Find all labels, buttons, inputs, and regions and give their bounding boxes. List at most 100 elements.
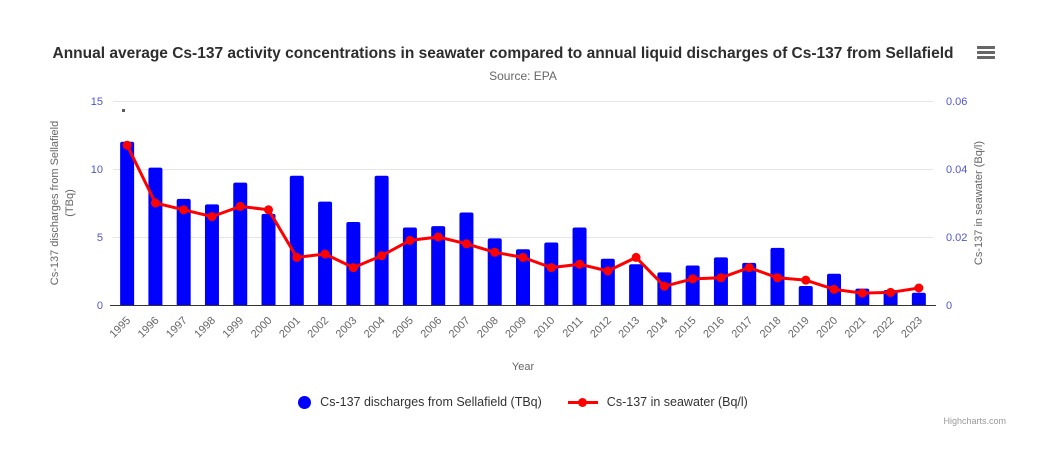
point-1996[interactable] [150,198,160,208]
y-right-tick-0: 0 [946,300,952,312]
bar-1996[interactable] [148,167,163,305]
y-axis-left-title-line2: (TBq) [64,189,76,217]
hamburger-bar [977,56,995,59]
point-2020[interactable] [829,284,839,294]
point-2010[interactable] [546,263,556,273]
point-1999[interactable] [235,201,245,211]
bar-2017[interactable] [742,262,757,305]
point-2012[interactable] [603,266,613,276]
bar-series [120,141,926,305]
point-2008[interactable] [490,247,500,257]
point-1997[interactable] [179,205,189,215]
point-2011[interactable] [575,259,585,269]
point-2002[interactable] [320,249,330,259]
x-label-1995: 1995 [107,315,133,341]
x-label-2013: 2013 [616,315,642,341]
x-label-2000: 2000 [249,315,275,341]
bar-2005[interactable] [402,227,417,305]
point-1995[interactable] [122,140,132,150]
x-label-2004: 2004 [362,315,388,341]
legend-item-seawater[interactable]: Cs-137 in seawater (Bq/l) [567,395,748,409]
blue-circle-marker-icon [298,395,312,409]
x-label-2007: 2007 [447,315,473,341]
x-label-2014: 2014 [645,315,671,341]
gridlines [113,101,933,238]
y-left-tick-10: 10 [91,164,103,176]
x-label-2020: 2020 [814,315,840,341]
bar-2012[interactable] [600,258,615,305]
x-label-2018: 2018 [758,315,784,341]
point-2022[interactable] [886,287,896,297]
x-label-2017: 2017 [730,315,756,341]
bar-2010[interactable] [544,242,559,305]
point-2013[interactable] [631,252,641,262]
bar-1999[interactable] [233,182,248,305]
point-2016[interactable] [716,273,726,283]
point-2009[interactable] [518,252,528,262]
x-label-2009: 2009 [503,315,529,341]
bar-2006[interactable] [431,226,446,305]
line-series [122,140,924,298]
point-2005[interactable] [405,235,415,245]
legend-label-discharges: Cs-137 discharges from Sellafield (TBq) [320,395,542,409]
x-label-2008: 2008 [475,315,501,341]
bar-2019[interactable] [798,285,813,305]
x-label-1996: 1996 [136,315,162,341]
y-left-tick-0: 0 [97,300,103,312]
hamburger-icon[interactable] [977,46,995,59]
x-label-2022: 2022 [871,315,897,341]
y-axis-left-title-line1: Cs-137 discharges from Sellafield [49,121,61,285]
hamburger-bar [977,51,995,54]
x-label-2021: 2021 [843,315,869,341]
x-label-1998: 1998 [192,315,218,341]
bar-2015[interactable] [685,265,700,305]
legend-item-discharges[interactable]: Cs-137 discharges from Sellafield (TBq) [298,395,542,409]
x-axis-labels: 1995 1996 1997 1998 1999 2000 2001 2002 2003 2004… [107,315,925,341]
bar-1997[interactable] [176,198,191,305]
point-2018[interactable] [772,273,782,283]
point-2000[interactable] [264,205,274,215]
y-right-tick-0.04: 0.04 [946,164,967,176]
x-label-2002: 2002 [305,315,331,341]
bar-1995[interactable] [120,141,135,305]
point-2014[interactable] [659,281,669,291]
y-left-tick-5: 5 [97,232,103,244]
y-axis-right-title: Cs-137 in seawater (Bq/l) [973,141,985,265]
point-2003[interactable] [348,263,358,273]
bar-2009[interactable] [516,249,530,305]
bar-2007[interactable] [459,212,474,305]
x-label-2015: 2015 [673,315,699,341]
x-label-2010: 2010 [532,315,558,341]
red-circle-marker [578,397,588,407]
bar-2013[interactable] [629,264,644,305]
x-label-1997: 1997 [164,315,190,341]
y-left-tick-15: 15 [91,96,103,108]
x-label-1999: 1999 [221,315,247,341]
bar-2023[interactable] [911,292,926,305]
point-2021[interactable] [857,288,867,298]
point-2007[interactable] [461,239,471,249]
point-2015[interactable] [688,274,698,284]
bar-2001[interactable] [289,175,304,305]
point-1998[interactable] [207,212,217,222]
legend-label-seawater: Cs-137 in seawater (Bq/l) [606,395,748,409]
chart-subtitle: Source: EPA [489,69,557,83]
bar-2004[interactable] [374,175,389,305]
y-right-tick-0.02: 0.02 [946,232,967,244]
point-2019[interactable] [801,275,811,285]
point-2017[interactable] [744,263,754,273]
x-label-2023: 2023 [899,315,925,341]
x-label-2011: 2011 [560,315,585,340]
x-label-2005: 2005 [390,315,416,341]
point-2006[interactable] [433,232,443,242]
point-2004[interactable] [377,251,387,261]
y-axis-labels: 0 5 10 15 0 0.02 0.04 0.06 [91,96,968,312]
bar-1998[interactable] [204,204,219,305]
point-2001[interactable] [292,252,302,262]
point-2023[interactable] [914,283,924,293]
highcharts-credits[interactable]: Highcharts.com [943,416,1006,426]
bar-2000[interactable] [261,213,276,305]
x-label-2019: 2019 [786,315,812,341]
